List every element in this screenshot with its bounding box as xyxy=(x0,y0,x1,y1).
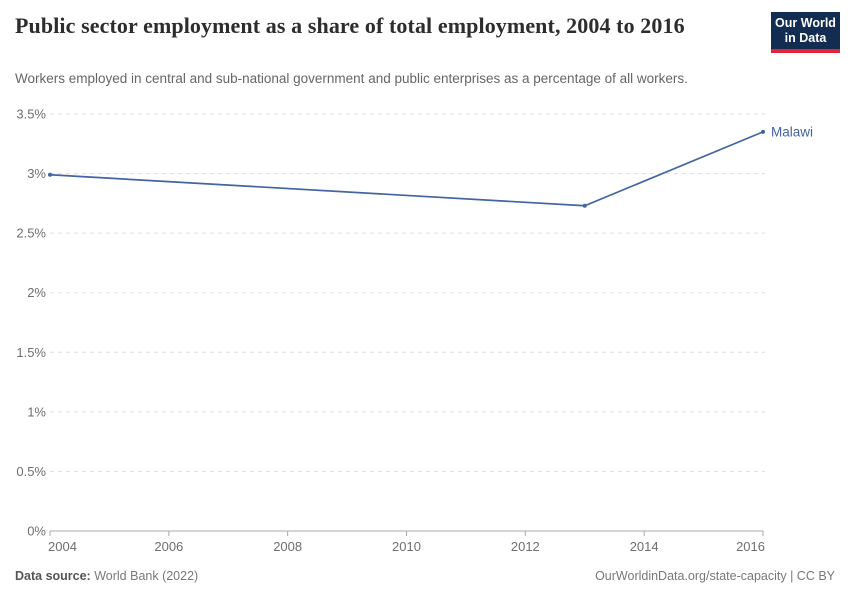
chart-subtitle: Workers employed in central and sub-nati… xyxy=(15,71,688,86)
chart-title: Public sector employment as a share of t… xyxy=(15,13,685,38)
x-axis-tick-label: 2010 xyxy=(392,539,421,554)
line-chart: 0% 0.5% 1% 1.5% 2% 2.5% 3% 3.5% 2004 2006 2008 2010… xyxy=(16,107,813,555)
y-axis-tick-label: 3% xyxy=(27,166,46,181)
x-axis-tick-label: 2012 xyxy=(511,539,540,554)
x-axis-tick-label: 2006 xyxy=(154,539,183,554)
license-link[interactable]: OurWorldinData.org/state-capacity | CC B… xyxy=(595,569,835,583)
data-source-value: World Bank (2022) xyxy=(94,569,199,583)
x-axis-tick-label: 2008 xyxy=(273,539,302,554)
owid-logo: Our World in Data xyxy=(771,12,840,53)
owid-logo-line2: in Data xyxy=(784,31,827,45)
owid-logo-line1: Our World xyxy=(775,16,836,30)
data-point-marker xyxy=(761,129,765,134)
data-point-marker xyxy=(582,203,587,208)
y-axis-tick-label: 0% xyxy=(27,524,46,539)
data-source-note: Data source: World Bank (2022) xyxy=(15,569,198,583)
x-axis-tick-label: 2014 xyxy=(630,539,659,554)
y-axis-tick-label: 1% xyxy=(27,404,46,419)
data-point-marker xyxy=(48,172,52,177)
malawi-line-series xyxy=(49,131,764,207)
y-axis-tick-label: 3.5% xyxy=(16,107,46,122)
y-axis-tick-label: 2% xyxy=(27,285,46,300)
data-source-label: Data source: xyxy=(15,569,91,583)
x-axis-tick-label: 2016 xyxy=(736,539,765,554)
y-axis-tick-label: 1.5% xyxy=(16,345,46,360)
y-axis-tick-label: 2.5% xyxy=(16,226,46,241)
entity-label[interactable]: Malawi xyxy=(771,124,813,139)
x-axis-tick-label: 2004 xyxy=(48,539,77,554)
y-axis-tick-label: 0.5% xyxy=(16,464,46,479)
